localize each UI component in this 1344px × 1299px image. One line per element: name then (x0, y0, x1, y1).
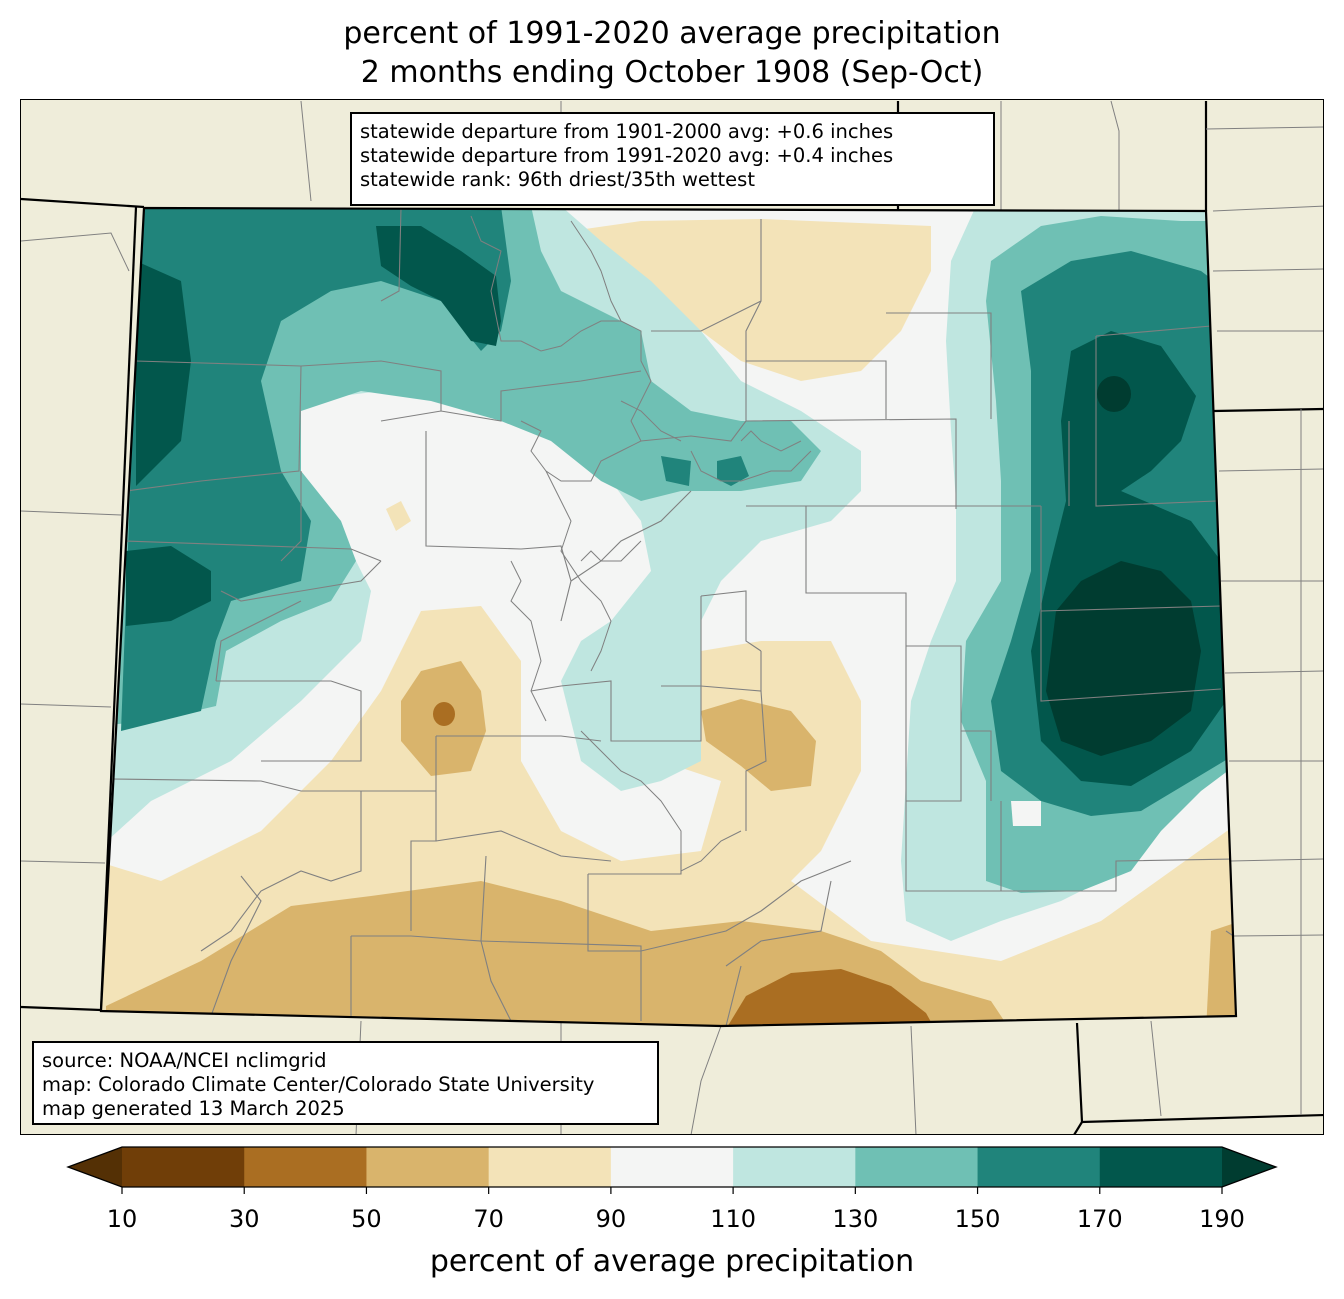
colorbar-swatch-170_190 (1099, 1147, 1223, 1187)
departure-1901-2000-text: statewide departure from 1901-2000 avg: … (360, 120, 894, 143)
colorbar-tick-label: 190 (1199, 1205, 1245, 1233)
source-text: source: NOAA/NCEI nclimgrid (42, 1049, 327, 1072)
colorbar (66, 1146, 1278, 1194)
colorbar-tick-label: 30 (228, 1205, 260, 1233)
colorbar-tick-label: 10 (106, 1205, 138, 1233)
colorbar-swatch-90_110 (610, 1147, 734, 1187)
colorbar-swatch-50_70 (366, 1147, 490, 1187)
colorado-state-border (99, 206, 1238, 1028)
map-credit-text: map: Colorado Climate Center/Colorado St… (42, 1073, 595, 1096)
colorbar-tick-label: 170 (1076, 1205, 1123, 1233)
colorbar-tick-label: 70 (473, 1205, 504, 1233)
colorbar-swatch-130_150 (855, 1147, 979, 1187)
precipitation-map (21, 100, 1323, 1134)
colorbar-swatch-110_130 (733, 1147, 856, 1187)
map-title-line-1: percent of 1991-2020 average precipitati… (343, 16, 1001, 51)
colorbar-tick-label: 50 (351, 1205, 382, 1233)
departure-1991-2020-text: statewide departure from 1991-2020 avg: … (360, 144, 894, 167)
river-county-boundaries (470, 215, 812, 872)
colorbar-swatch-30_50 (244, 1147, 367, 1187)
colorbar-swatch-10_30 (122, 1147, 245, 1187)
colorbar-tick-label: 150 (954, 1205, 1001, 1233)
map-title-line-2: 2 months ending October 1908 (Sep-Oct) (360, 55, 984, 90)
county-boundaries (110, 208, 1236, 1026)
map-panel (20, 99, 1324, 1135)
colorbar-extend-low (68, 1147, 122, 1187)
neighbor-state-lines (21, 101, 1323, 1134)
precip-fill-layer (101, 208, 1236, 1026)
colorbar-swatch-70_90 (488, 1147, 612, 1187)
colorbar-extend-high (1222, 1147, 1276, 1187)
colorbar-title: percent of average precipitation (429, 1244, 915, 1279)
statewide-rank-text: statewide rank: 96th driest/35th wettest (360, 168, 755, 191)
colorbar-swatch-150_170 (977, 1147, 1101, 1187)
credits-box: source: NOAA/NCEI nclimgrid map: Colorad… (32, 1041, 659, 1125)
colorbar-tick-label: 110 (710, 1205, 757, 1233)
colorbar-tick-label: 130 (832, 1205, 879, 1233)
colorbar-tick-label: 90 (595, 1205, 627, 1233)
statewide-stats-box: statewide departure from 1901-2000 avg: … (350, 112, 995, 206)
generated-date-text: map generated 13 March 2025 (42, 1097, 345, 1120)
